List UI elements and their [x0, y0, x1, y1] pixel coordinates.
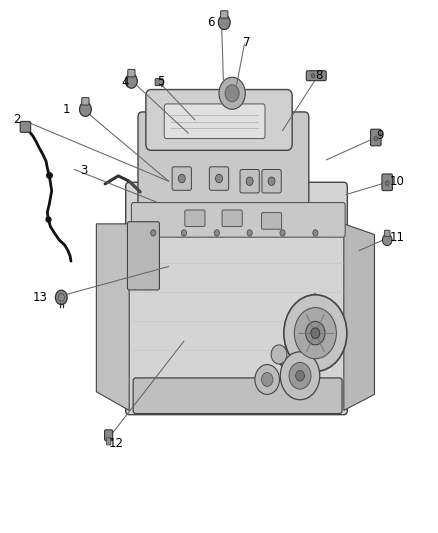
Text: 11: 11	[390, 231, 405, 244]
Circle shape	[311, 74, 315, 78]
FancyBboxPatch shape	[306, 71, 326, 80]
FancyBboxPatch shape	[262, 169, 281, 193]
Text: 3: 3	[80, 164, 88, 177]
FancyBboxPatch shape	[133, 378, 342, 414]
FancyBboxPatch shape	[371, 129, 381, 146]
FancyBboxPatch shape	[106, 438, 111, 445]
Text: 2: 2	[14, 114, 21, 126]
FancyBboxPatch shape	[382, 174, 392, 191]
Text: 7: 7	[243, 36, 251, 49]
Circle shape	[247, 230, 252, 236]
FancyBboxPatch shape	[131, 203, 345, 237]
FancyBboxPatch shape	[128, 69, 135, 77]
Circle shape	[181, 230, 187, 236]
FancyBboxPatch shape	[105, 430, 113, 441]
FancyBboxPatch shape	[146, 90, 292, 150]
Circle shape	[80, 102, 91, 116]
Text: 10: 10	[390, 175, 405, 188]
Circle shape	[214, 230, 219, 236]
FancyBboxPatch shape	[385, 230, 390, 237]
Circle shape	[125, 74, 138, 88]
Circle shape	[246, 177, 253, 185]
Polygon shape	[344, 224, 374, 410]
Circle shape	[225, 85, 239, 102]
Text: 4: 4	[122, 76, 129, 89]
Circle shape	[215, 174, 223, 183]
FancyBboxPatch shape	[221, 11, 228, 18]
Circle shape	[219, 77, 245, 109]
Circle shape	[385, 181, 389, 185]
FancyBboxPatch shape	[209, 167, 229, 190]
Circle shape	[271, 345, 287, 364]
FancyBboxPatch shape	[82, 98, 89, 105]
Text: 8: 8	[315, 69, 323, 82]
Circle shape	[306, 321, 325, 345]
FancyBboxPatch shape	[20, 122, 31, 132]
Circle shape	[294, 308, 336, 359]
Circle shape	[280, 230, 285, 236]
Circle shape	[280, 352, 320, 400]
FancyBboxPatch shape	[240, 169, 259, 193]
Circle shape	[58, 294, 64, 301]
Circle shape	[313, 230, 318, 236]
FancyBboxPatch shape	[261, 213, 282, 229]
Circle shape	[255, 365, 279, 394]
Text: 13: 13	[32, 291, 47, 304]
FancyBboxPatch shape	[185, 210, 205, 227]
Circle shape	[268, 177, 275, 185]
Circle shape	[151, 230, 156, 236]
Circle shape	[289, 362, 311, 389]
Text: 12: 12	[109, 437, 124, 450]
FancyBboxPatch shape	[172, 167, 191, 190]
FancyBboxPatch shape	[164, 104, 265, 139]
Circle shape	[178, 174, 185, 183]
FancyBboxPatch shape	[155, 79, 163, 86]
FancyBboxPatch shape	[138, 112, 309, 229]
Circle shape	[218, 15, 230, 29]
Text: 6: 6	[207, 16, 215, 29]
Circle shape	[284, 295, 347, 372]
FancyBboxPatch shape	[127, 222, 159, 290]
Circle shape	[296, 370, 304, 381]
Circle shape	[56, 290, 67, 305]
Circle shape	[374, 136, 378, 141]
Text: 9: 9	[376, 130, 383, 142]
FancyBboxPatch shape	[222, 210, 242, 227]
Circle shape	[261, 373, 273, 386]
Text: 1: 1	[63, 103, 70, 116]
FancyBboxPatch shape	[126, 182, 347, 415]
Polygon shape	[96, 224, 129, 410]
Circle shape	[382, 234, 392, 246]
Circle shape	[311, 328, 320, 338]
Text: 5: 5	[157, 75, 164, 87]
